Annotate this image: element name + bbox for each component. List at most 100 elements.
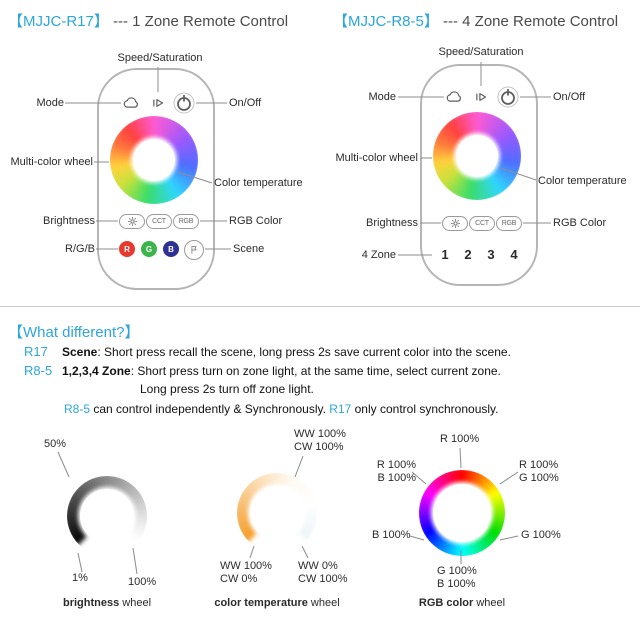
r17-label-onoff: On/Off [229,97,262,109]
r85-color-wheel [433,112,521,200]
r85-rgb-button: RGB [496,216,522,231]
color-temperature-wheel-hole [250,486,304,540]
r85-cct-button: CCT [469,216,495,231]
r17-red-key-label: R [124,244,130,254]
zone-button-1: 1 [441,247,449,262]
r17-label-speed: Speed/Saturation [117,52,203,64]
r17-mode-button [122,94,140,112]
rgb-lt-line2: B 100% [377,472,416,484]
r85-rgb-label: RGB [501,220,517,227]
rgb-b-line2: B 100% [437,578,476,590]
r17-diff-text: Scene: Short press recall the scene, lon… [62,345,511,359]
temp-tr-line1: WW 100% [294,428,346,440]
temp-bl-line2: CW 0% [220,573,258,585]
r85-diff-text: 1,2,3,4 Zone: Short press turn on zone l… [62,364,501,378]
r17-label-rgb-color: RGB Color [229,215,283,227]
brightness-wheel [67,476,147,556]
r85-title-rest: --- 4 Zone Remote Control [438,13,619,30]
sun-icon [127,217,137,226]
r85-power-button [497,86,519,108]
callout-lines-top [65,62,551,256]
r85-label-wheel: Multi-color wheel [335,152,418,164]
play-icon [153,99,164,107]
r17-brightness-button [119,214,145,229]
r17-title-rest: --- 1 Zone Remote Control [108,13,289,30]
r85-speed-button [472,88,490,106]
r85-diff-term: 1,2,3,4 Zone [62,364,131,378]
rgb-caption-bold: RGB color [418,597,474,609]
what-different-heading: 【What different?】 [8,324,140,341]
r17-blue-key: B [163,241,179,257]
temp-tr-line2: CW 100% [294,441,344,453]
rgb-lt-line1: R 100% [376,459,416,471]
play-icon [476,93,487,101]
r17-blue-key-label: B [168,244,174,254]
r17-cct-label: CCT [152,218,166,225]
brightness-wheel-caption: brightness wheel [47,597,167,609]
rgb-caption-rest: wheel [473,597,506,609]
brightness-50-label: 50% [44,438,67,450]
temp-br-line1: WW 0% [298,560,338,572]
r17-label-brightness: Brightness [43,215,95,227]
r17-color-wheel-hole [133,139,175,181]
r17-green-key-label: G [145,244,153,254]
flag-icon [191,246,197,254]
color-temperature-wheel-caption: color temperature wheel [197,597,357,609]
r85-label-brightness: Brightness [366,217,418,229]
rgb-label-bottom: G 100% B 100% [437,565,477,591]
note-r85-tag: R8-5 [64,402,91,416]
zone-button-4: 4 [510,247,518,262]
r17-label-rgb-keys: R/G/B [65,243,95,255]
temp-br-line2: CW 100% [298,573,348,585]
r85-diff-desc: : Short press turn on zone light, at the… [130,364,501,378]
brightness-1-label: 1% [72,572,88,584]
r17-rgb-button: RGB [173,214,199,229]
note-end-text: only control synchronously. [351,402,499,416]
cloud-icon [446,91,461,102]
r17-label-color-temp: Color temperature [214,177,303,189]
zone-button-3: 3 [487,247,495,262]
r85-label-rgb-color: RGB Color [553,217,607,229]
rgb-label-top: R 100% [440,433,480,445]
r17-diff-tag: R17 [24,344,48,359]
rgb-color-wheel-hole [433,484,491,542]
temp-caption-rest: wheel [307,597,340,609]
note-r17-tag: R17 [329,402,352,416]
temp-bl-line1: WW 100% [220,560,272,572]
rgb-label-left-top: R 100% B 100% [374,459,416,485]
r85-color-wheel-hole [456,135,498,177]
r17-diff-term: Scene [62,345,98,359]
rgb-label-left-bottom: B 100% [372,529,411,541]
cloud-icon [123,97,138,108]
power-icon [173,92,195,114]
r85-label-onoff: On/Off [553,91,586,103]
note-mid-text: can control independently & Synchronousl… [90,402,330,416]
r85-brightness-button [442,216,468,231]
color-temperature-wheel [237,473,317,553]
r85-cct-label: CCT [475,220,489,227]
r85-label-color-temp: Color temperature [538,175,627,187]
brightness-caption-rest: wheel [119,597,152,609]
temp-label-top-right: WW 100% CW 100% [294,428,346,454]
r17-model-name: 【MJJC-R17】 [8,13,109,30]
power-icon [497,86,519,108]
r17-rgb-label: RGB [178,218,194,225]
r17-power-button [173,92,195,114]
r85-label-speed: Speed/Saturation [438,46,524,58]
r85-diff-text-2: Long press 2s turn off zone light. [140,382,314,396]
r17-title: 【MJJC-R17】 --- 1 Zone Remote Control [8,10,288,31]
brightness-wheel-hole [80,489,134,543]
r17-color-wheel [110,116,198,204]
zone-button-2: 2 [464,247,472,262]
temp-caption-bold: color temperature [214,597,308,609]
rgb-b-line1: G 100% [437,565,477,577]
rgb-rt-line2: G 100% [519,472,559,484]
r17-label-scene: Scene [233,243,265,255]
r17-speed-button [149,94,167,112]
rgb-rt-line1: R 100% [519,459,559,471]
r85-label-zone: 4 Zone [361,249,396,261]
r17-label-mode: Mode [36,97,64,109]
rgb-label-right-top: R 100% G 100% [519,459,559,485]
r85-model-name: 【MJJC-R8-5】 [333,13,439,30]
